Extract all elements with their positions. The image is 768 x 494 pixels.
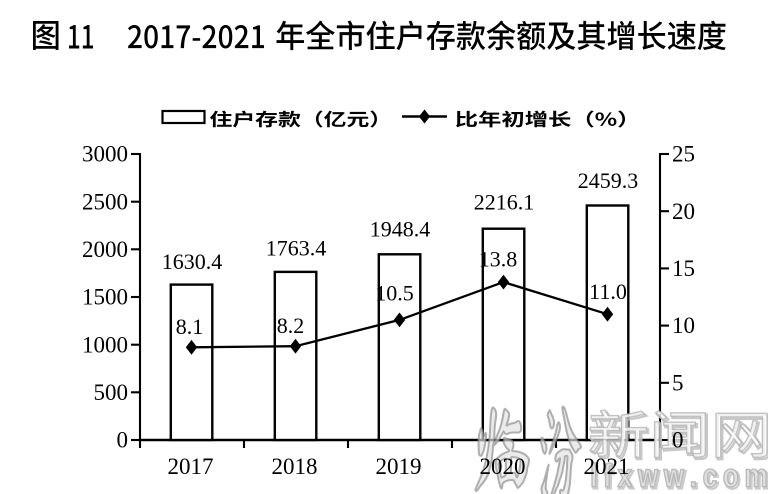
svg-text:2018: 2018 xyxy=(272,454,318,479)
svg-text:2459.3: 2459.3 xyxy=(578,168,639,193)
svg-text:10.5: 10.5 xyxy=(375,281,414,306)
svg-text:1500: 1500 xyxy=(82,285,128,310)
svg-text:10: 10 xyxy=(672,313,695,338)
svg-text:1630.4: 1630.4 xyxy=(162,249,223,274)
svg-text:1763.4: 1763.4 xyxy=(266,236,327,261)
svg-text:0: 0 xyxy=(672,428,684,453)
svg-text:15: 15 xyxy=(672,256,695,281)
svg-text:500: 500 xyxy=(94,380,129,405)
svg-text:1000: 1000 xyxy=(82,332,128,357)
svg-text:5: 5 xyxy=(672,370,684,395)
svg-text:2019: 2019 xyxy=(376,454,422,479)
svg-text:13.8: 13.8 xyxy=(479,246,518,271)
svg-text:2021: 2021 xyxy=(584,454,630,479)
svg-text:20: 20 xyxy=(672,199,695,224)
svg-text:0: 0 xyxy=(117,428,129,453)
svg-text:2216.1: 2216.1 xyxy=(474,190,535,215)
svg-text:2500: 2500 xyxy=(82,189,128,214)
svg-text:2000: 2000 xyxy=(82,237,128,262)
svg-text:2017: 2017 xyxy=(168,454,214,479)
svg-text:11.0: 11.0 xyxy=(589,279,627,304)
svg-text:8.2: 8.2 xyxy=(277,313,305,338)
svg-text:8.1: 8.1 xyxy=(176,314,204,339)
svg-text:3000: 3000 xyxy=(82,142,128,167)
svg-text:1948.4: 1948.4 xyxy=(370,216,431,241)
svg-text:25: 25 xyxy=(672,142,695,167)
svg-text:2020: 2020 xyxy=(480,454,526,479)
